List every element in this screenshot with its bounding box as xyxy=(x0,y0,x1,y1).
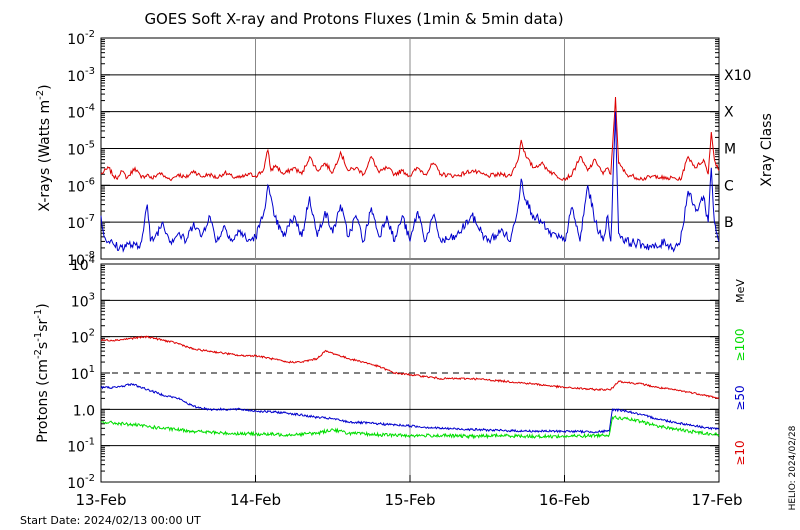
legend-item: ≥100 xyxy=(733,329,747,362)
legend-item: ≥50 xyxy=(733,385,747,410)
y-tick-label: 10-5 xyxy=(67,140,95,159)
protons-unit-label: MeV xyxy=(734,279,747,303)
xray-series xyxy=(100,96,720,253)
y-tick-label: 10-1 xyxy=(67,437,95,456)
series-long xyxy=(100,96,720,182)
y-tick-label: 10-4 xyxy=(67,103,95,122)
x-tick-label: 17-Feb xyxy=(691,491,742,509)
y-tick-label: 10-2 xyxy=(67,473,95,492)
x-tick-label: 16-Feb xyxy=(539,491,590,509)
x-axis-tick-labels: 13-Feb 14-Feb 15-Feb 16-Feb 17-Feb xyxy=(75,475,743,509)
xray-panel: 10-8 10-7 10-6 10-5 10-4 10-3 10-2 B C M X X10 X-r… xyxy=(35,29,775,269)
protons-y-axis-label: Protons (cm-2s-1sr-1) xyxy=(33,303,51,442)
series-p50 xyxy=(100,382,720,434)
y-tick-label: 10-2 xyxy=(67,29,95,48)
series-short xyxy=(100,111,720,253)
y-tick-label: 103 xyxy=(71,291,95,310)
protons-y-tick-labels: 10-2 10-1 1.0 101 102 103 104 xyxy=(67,255,719,492)
credit-label: HELIO: 2024/02/28 xyxy=(788,425,798,510)
xray-class-b: B xyxy=(724,215,734,231)
xray-class-x10: X10 xyxy=(724,68,751,84)
xray-class-x: X xyxy=(724,105,734,121)
series-p100 xyxy=(101,415,720,440)
xray-y-tick-labels: 10-8 10-7 10-6 10-5 10-4 10-3 10-2 xyxy=(67,29,719,269)
x-tick-label: 13-Feb xyxy=(75,491,126,509)
protons-panel: 10-2 10-1 1.0 101 102 103 104 Protons (cm-2s-1… xyxy=(33,255,747,492)
xray-class-labels: B C M X X10 xyxy=(724,68,751,231)
y-tick-label: 10-6 xyxy=(67,176,95,195)
x-tick-label: 14-Feb xyxy=(230,491,281,509)
legend-item: ≥10 xyxy=(733,440,747,465)
y-tick-label: 10-3 xyxy=(67,66,95,85)
protons-series xyxy=(100,335,720,440)
chart-title: GOES Soft X-ray and Protons Fluxes (1min… xyxy=(144,10,563,28)
xray-y-axis-label: X-rays (Watts m-2) xyxy=(35,84,53,211)
protons-legend: ≥10 ≥50 ≥100 xyxy=(733,329,747,466)
xray-class-m: M xyxy=(724,142,736,158)
y-tick-label: 104 xyxy=(71,255,95,274)
xray-class-c: C xyxy=(724,178,734,194)
x-tick-label: 15-Feb xyxy=(384,491,435,509)
y-tick-label: 10-8 xyxy=(67,250,95,269)
start-date-label: Start Date: 2024/02/13 00:00 UT xyxy=(20,514,201,527)
y-tick-label: 1.0 xyxy=(73,403,95,419)
y-tick-label: 10-7 xyxy=(67,213,95,232)
xray-class-axis-title: Xray Class xyxy=(759,113,775,187)
y-tick-label: 102 xyxy=(71,328,95,347)
y-tick-label: 101 xyxy=(71,364,95,383)
series-p10 xyxy=(100,335,720,399)
